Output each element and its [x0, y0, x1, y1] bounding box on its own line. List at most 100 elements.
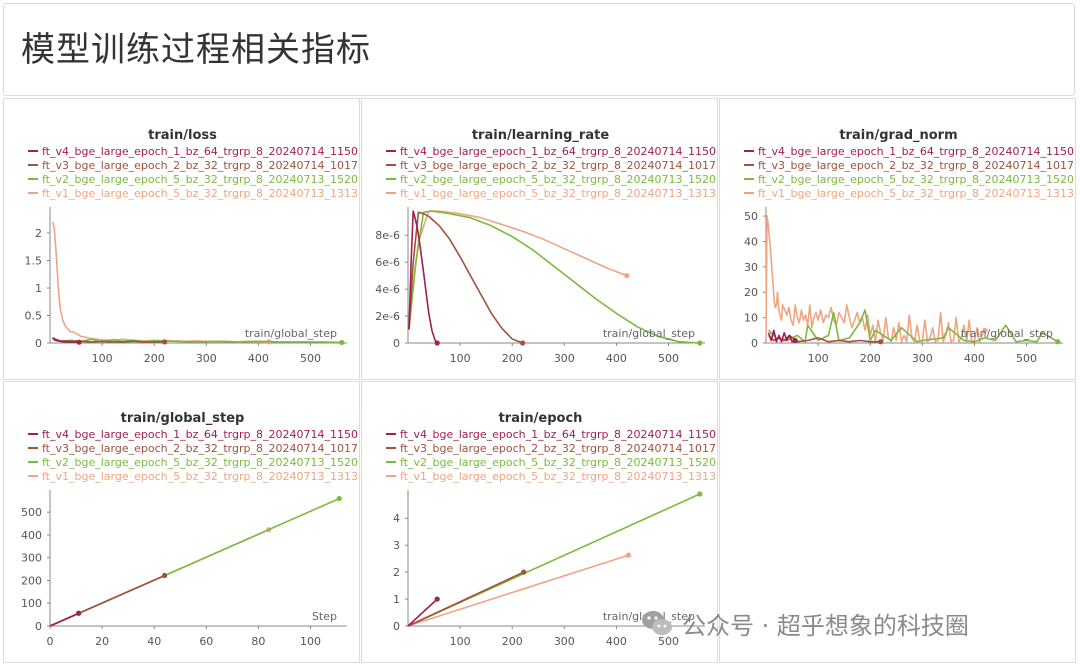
y-tick-label: 3	[393, 539, 400, 552]
series-end-point-ft-v2	[1055, 339, 1061, 345]
series-end-point-ft-v4	[792, 337, 798, 344]
x-tick-label: 60	[199, 635, 213, 648]
x-tick-label: 200	[144, 352, 165, 365]
chart-learning-rate: train/learning_rate ft_v4_bge_large_epoch…	[375, 128, 716, 365]
x-tick-label: 100	[450, 352, 471, 365]
y-tick-label: 1	[393, 593, 400, 606]
series-end-point-ft-v2	[697, 491, 703, 497]
wechat-icon	[640, 606, 674, 640]
x-axis-label: train/global_step	[961, 327, 1053, 340]
y-tick-label: 4e-6	[375, 283, 400, 296]
y-tick-label: 20	[744, 286, 758, 299]
y-tick-label: 0	[393, 337, 400, 350]
y-tick-label: 1.5	[25, 255, 43, 268]
chart-global-step: train/global_step ft_v4_bge_large_epoch_1…	[21, 411, 358, 648]
legend-entry-ft-v2: ft_v2_bge_large_epoch_5_bz_32_trgrp_8_20…	[42, 456, 358, 469]
legend-entry-ft-v4: ft_v4_bge_large_epoch_1_bz_64_trgrp_8_20…	[400, 428, 716, 441]
x-axis-label: Step	[312, 610, 337, 623]
chart-title: train/global_step	[121, 411, 245, 426]
watermark: 公众号 · 超乎想象的科技圈	[640, 603, 969, 643]
series-line-ft-v4	[767, 329, 796, 343]
y-tick-label: 100	[21, 597, 42, 610]
legend-entry-ft-v4: ft_v4_bge_large_epoch_1_bz_64_trgrp_8_20…	[42, 145, 358, 158]
x-tick-label: 100	[300, 635, 321, 648]
chart-panel-grad-norm: train/grad_norm ft_v4_bge_large_epoch_1_b…	[719, 98, 1076, 380]
chart-panel-learning-rate: train/learning_rate ft_v4_bge_large_epoch…	[361, 98, 718, 380]
x-tick-label: 100	[450, 635, 471, 648]
legend-entry-ft-v2: ft_v2_bge_large_epoch_5_bz_32_trgrp_8_20…	[400, 456, 716, 469]
x-tick-label: 400	[248, 352, 269, 365]
y-tick-label: 0	[35, 337, 42, 350]
series-end-point-ft-v2	[339, 339, 345, 346]
legend-entry-ft-v3: ft_v3_bge_large_epoch_2_bz_32_trgrp_8_20…	[42, 442, 358, 455]
chart-title: train/epoch	[499, 411, 583, 426]
series-end-point-ft-v1	[624, 273, 630, 279]
series-end-point-ft-v4	[76, 610, 82, 616]
x-tick-label: 80	[251, 635, 265, 648]
legend-entry-ft-v1: ft_v1_bge_large_epoch_5_bz_32_trgrp_8_20…	[400, 470, 716, 483]
x-axis-label: train/global_step	[245, 327, 337, 340]
chart-loss: train/loss ft_v4_bge_large_epoch_1_bz_64_…	[25, 128, 358, 365]
series-line-ft-v1	[51, 221, 269, 343]
legend-entry-ft-v1: ft_v1_bge_large_epoch_5_bz_32_trgrp_8_20…	[400, 187, 716, 200]
x-tick-label: 300	[912, 352, 933, 365]
x-tick-label: 500	[658, 635, 679, 648]
x-tick-label: 400	[606, 352, 627, 365]
series-end-point-ft-v3	[520, 340, 526, 346]
y-tick-label: 1	[35, 282, 42, 295]
legend-entry-ft-v1: ft_v1_bge_large_epoch_5_bz_32_trgrp_8_20…	[758, 187, 1074, 200]
series-line-ft-v1	[765, 215, 986, 343]
x-tick-label: 100	[92, 352, 113, 365]
series-line-ft-v4	[407, 598, 438, 627]
y-tick-label: 2e-6	[375, 310, 400, 323]
y-tick-label: 50	[744, 210, 758, 223]
y-tick-label: 40	[744, 235, 758, 248]
series-end-point-ft-v4	[434, 340, 440, 346]
x-tick-label: 100	[808, 352, 829, 365]
chart-epoch: train/epoch ft_v4_bge_large_epoch_1_bz_64…	[386, 411, 716, 648]
x-tick-label: 200	[502, 635, 523, 648]
y-tick-label: 8e-6	[375, 229, 400, 242]
series-end-point-ft-v1	[625, 552, 632, 558]
y-tick-label: 4	[393, 512, 400, 525]
x-tick-label: 200	[502, 352, 523, 365]
x-tick-label: 0	[47, 635, 54, 648]
y-tick-label: 0	[35, 620, 42, 633]
series-line-ft-v3	[408, 211, 523, 344]
page-title: 模型训练过程相关指标	[21, 30, 371, 70]
legend-entry-ft-v3: ft_v3_bge_large_epoch_2_bz_32_trgrp_8_20…	[758, 159, 1074, 172]
legend-entry-ft-v3: ft_v3_bge_large_epoch_2_bz_32_trgrp_8_20…	[400, 159, 716, 172]
series-end-point-ft-v3	[162, 572, 168, 579]
watermark-text: 公众号 · 超乎想象的科技圈	[682, 611, 969, 640]
legend-entry-ft-v1: ft_v1_bge_large_epoch_5_bz_32_trgrp_8_20…	[42, 470, 358, 483]
series-end-point-ft-v4	[76, 339, 82, 345]
series-line-ft-v3	[407, 571, 525, 627]
chart-title: train/loss	[148, 128, 217, 143]
series-end-point-ft-v2	[336, 495, 342, 502]
x-tick-label: 400	[606, 635, 627, 648]
x-tick-label: 400	[964, 352, 985, 365]
series-end-point-ft-v1	[982, 327, 988, 333]
chart-panel-global-step: train/global_step ft_v4_bge_large_epoch_1…	[3, 381, 360, 663]
x-tick-label: 500	[300, 352, 321, 365]
legend-entry-ft-v4: ft_v4_bge_large_epoch_1_bz_64_trgrp_8_20…	[758, 145, 1074, 158]
y-tick-label: 500	[21, 506, 42, 519]
y-tick-label: 30	[744, 261, 758, 274]
legend-entry-ft-v2: ft_v2_bge_large_epoch_5_bz_32_trgrp_8_20…	[42, 173, 358, 186]
x-axis-label: train/global_step	[603, 327, 695, 340]
y-tick-label: 400	[21, 529, 42, 542]
series-line-ft-v4	[49, 612, 80, 627]
series-end-point-ft-v3	[162, 339, 168, 345]
x-tick-label: 500	[1016, 352, 1037, 365]
legend-entry-ft-v1: ft_v1_bge_large_epoch_5_bz_32_trgrp_8_20…	[42, 187, 358, 200]
chart-title: train/learning_rate	[472, 128, 609, 143]
chart-panel-loss: train/loss ft_v4_bge_large_epoch_1_bz_64_…	[3, 98, 360, 380]
x-tick-label: 300	[554, 352, 575, 365]
legend-entry-ft-v4: ft_v4_bge_large_epoch_1_bz_64_trgrp_8_20…	[400, 145, 716, 158]
series-line-ft-v4	[408, 210, 438, 344]
y-tick-label: 300	[21, 552, 42, 565]
y-tick-label: 10	[744, 312, 758, 325]
chart-title: train/grad_norm	[839, 128, 957, 143]
series-line-ft-v4	[52, 336, 80, 343]
x-tick-label: 20	[95, 635, 109, 648]
